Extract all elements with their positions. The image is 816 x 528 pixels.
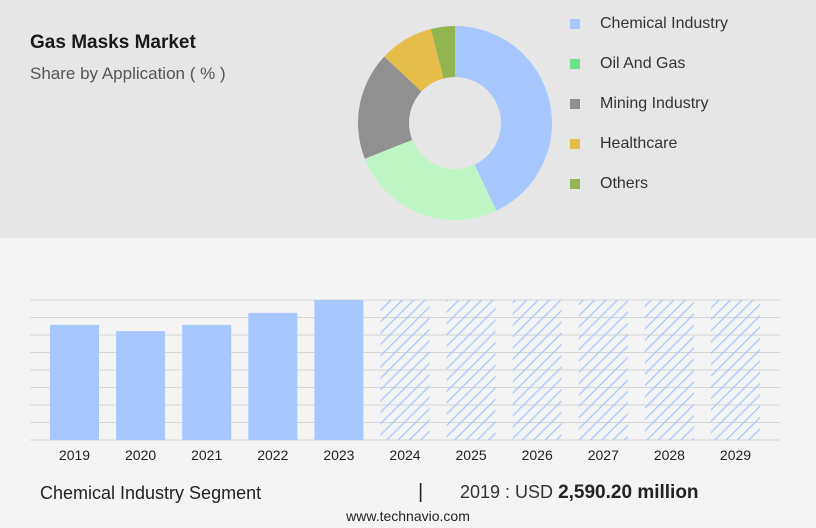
x-tick-label: 2025 [456,447,487,463]
bars [50,300,760,440]
legend-label: Mining Industry [600,95,709,112]
forecast-bar-2024 [380,300,430,440]
legend-swatch [570,19,580,29]
forecast-bar-2027 [578,300,628,440]
forecast-bar-2025 [446,300,496,440]
bar-2023 [314,300,364,440]
legend-item-mining-industry: Mining Industry [570,90,810,118]
segment-label: Chemical Industry Segment [40,483,262,503]
legend-item-others: Others [570,170,810,198]
donut-slice-others [430,26,455,79]
donut-slice-chemical-industry [455,26,552,211]
bar-2021 [182,324,232,440]
x-tick-label: 2026 [522,447,553,463]
forecast-bar-2029 [711,300,760,440]
legend-label: Others [600,175,649,192]
legend-swatch [570,99,580,109]
x-tick-label: 2028 [654,447,685,463]
x-tick-label: 2022 [257,447,288,463]
legend-swatch [570,179,580,189]
legend-item-chemical-industry: Chemical Industry [570,10,810,38]
site-url: www.technavio.com [346,508,470,524]
donut-slice-oil-and-gas [364,139,497,220]
x-tick-label: 2023 [323,447,354,463]
bar-2022 [248,312,298,440]
legend-label: Healthcare [600,135,678,152]
legend-item-healthcare: Healthcare [570,130,810,158]
forecast-bar-2028 [644,300,694,440]
x-tick-label: 2029 [720,447,751,463]
donut-slice-healthcare [384,29,444,92]
legend-label: Oil And Gas [600,55,686,72]
bar-2019 [50,324,99,440]
x-tick-label: 2021 [191,447,222,463]
legend-swatch [570,59,580,69]
bar-chart: 2019 2020 2021 2022 2023 2024 2025 2026 2027 2028… [30,299,780,463]
x-tick-label: 2027 [588,447,619,463]
forecast-bar-2026 [512,300,562,440]
chart-subtitle: Share by Application ( % ) [30,64,226,83]
x-tick-label: 2019 [59,447,90,463]
donut-slice-mining-industry [358,56,422,159]
segment-value: 2019 : USD 2,590.20 million [460,482,699,504]
footer-divider: | [418,481,424,503]
x-tick-label: 2020 [125,447,156,463]
legend-swatch [570,139,580,149]
segment-value-amount: 2,590.20 million [558,482,699,503]
bar-2020 [116,331,166,440]
segment-year-label: 2019 : USD [460,482,554,502]
legend-label: Chemical Industry [600,15,729,32]
legend-item-oil-and-gas: Oil And Gas [570,50,810,78]
donut-chart [358,26,552,220]
chart-title: Gas Masks Market [30,32,196,53]
x-tick-label: 2024 [389,447,420,463]
x-axis-labels: 2019 2020 2021 2022 2023 2024 2025 2026 2027 2028… [59,447,751,463]
